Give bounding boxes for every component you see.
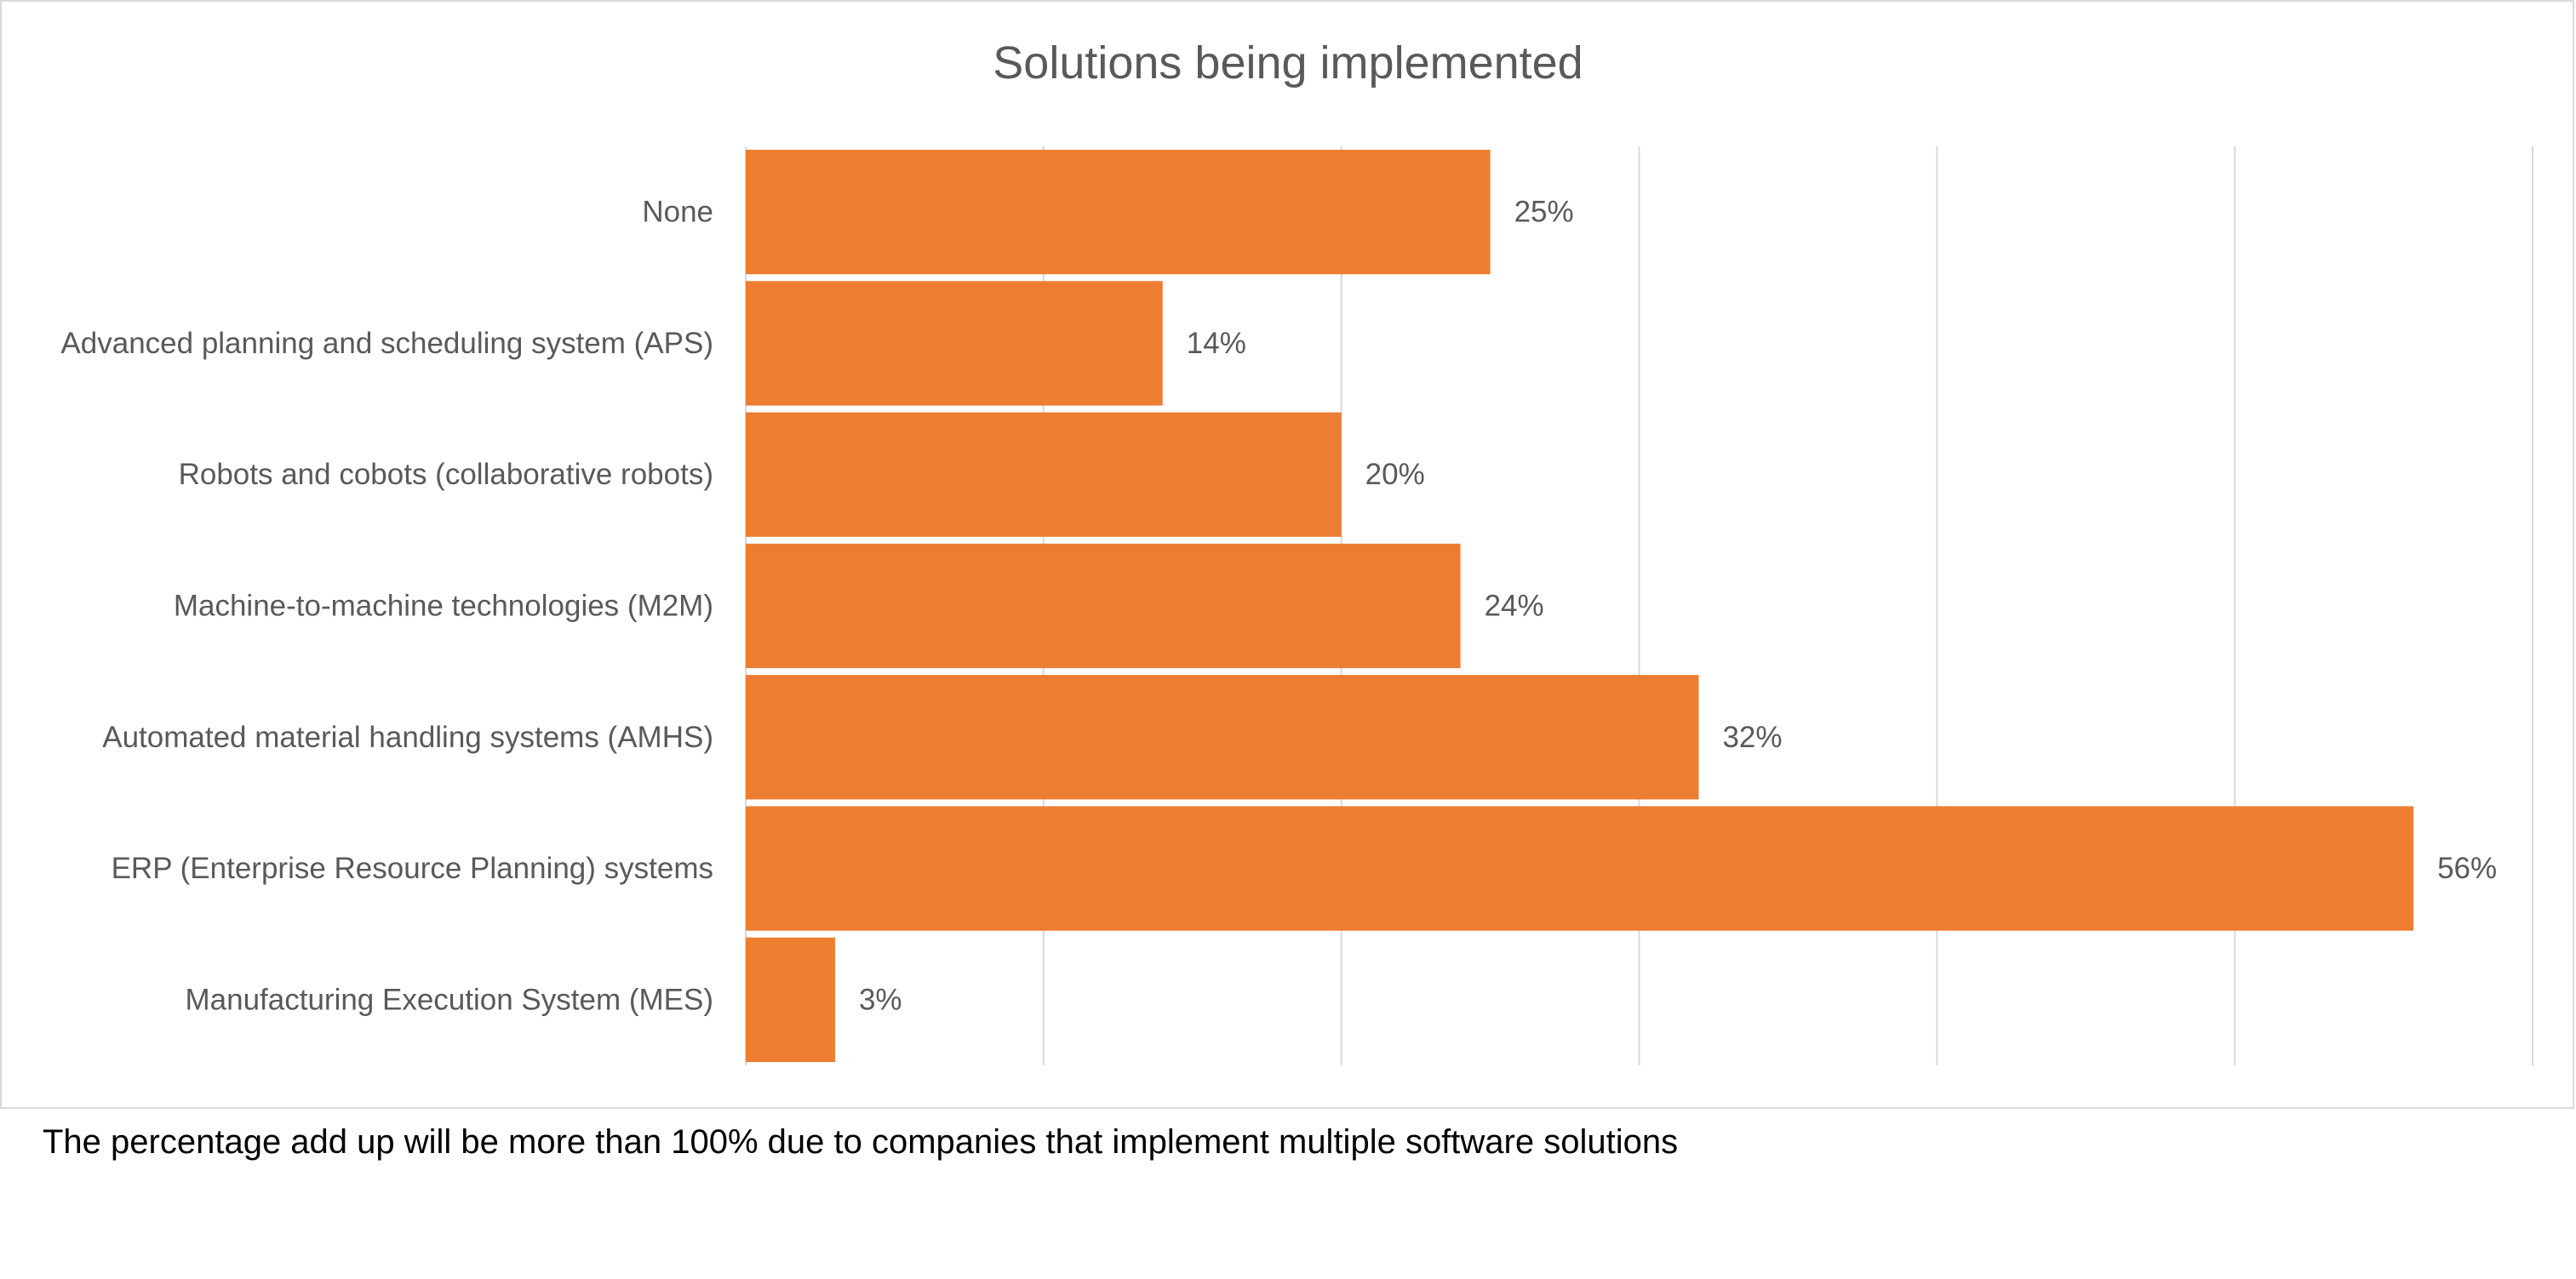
data-label: 24% <box>1485 590 1544 623</box>
data-label: 3% <box>859 983 902 1016</box>
bar <box>746 150 1491 275</box>
footnote: The percentage add up will be more than … <box>43 1123 1679 1161</box>
category-label: Robots and cobots (collaborative robots) <box>179 458 713 491</box>
data-label: 56% <box>2437 852 2497 885</box>
bars <box>746 150 2414 1062</box>
data-label: 14% <box>1187 327 1246 360</box>
data-labels: 25% 14% 20% 24% 32% 56% 3% <box>859 196 2497 1017</box>
data-label: 32% <box>1722 721 1782 754</box>
data-label: 25% <box>1514 196 1574 229</box>
category-labels: None Advanced planning and scheduling sys… <box>60 196 713 1017</box>
category-label: None <box>642 196 713 229</box>
category-label: Machine-to-machine technologies (M2M) <box>174 590 713 623</box>
chart-title: Solutions being implemented <box>993 37 1583 89</box>
category-label: Automated material handling systems (AMH… <box>102 721 713 754</box>
category-label: Advanced planning and scheduling system … <box>60 327 713 360</box>
data-label: 20% <box>1365 458 1425 491</box>
bar <box>746 937 835 1062</box>
bar <box>746 543 1461 669</box>
bar <box>746 412 1342 537</box>
bar <box>746 806 2414 931</box>
bar <box>746 281 1163 406</box>
category-label: ERP (Enterprise Resource Planning) syste… <box>112 852 713 885</box>
category-label: Manufacturing Execution System (MES) <box>185 983 713 1016</box>
bar <box>746 675 1699 800</box>
bar-chart: Solutions being implemented None Advanced… <box>60 37 2533 1065</box>
